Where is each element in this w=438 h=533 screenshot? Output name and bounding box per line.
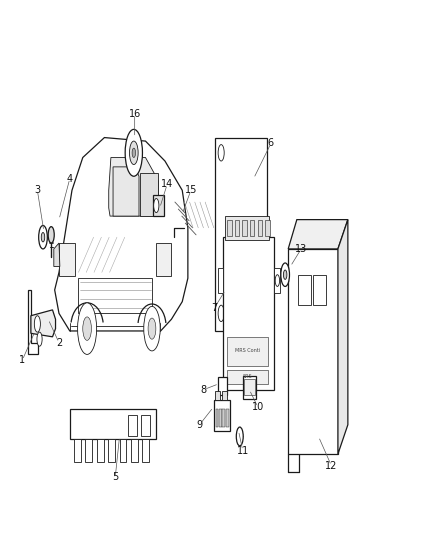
- Text: 14: 14: [161, 180, 173, 189]
- Bar: [227, 337, 268, 366]
- Bar: [250, 220, 254, 236]
- Polygon shape: [54, 243, 60, 266]
- Bar: [219, 409, 222, 427]
- Bar: [218, 268, 223, 294]
- Circle shape: [48, 227, 54, 243]
- Bar: [243, 376, 256, 399]
- Polygon shape: [288, 220, 348, 249]
- Bar: [215, 391, 220, 400]
- Bar: [120, 439, 127, 462]
- Bar: [59, 243, 75, 276]
- Circle shape: [39, 225, 47, 249]
- Bar: [70, 409, 156, 439]
- Bar: [235, 220, 239, 236]
- Bar: [85, 439, 92, 462]
- Text: 12: 12: [325, 461, 338, 471]
- Circle shape: [78, 303, 97, 354]
- Circle shape: [283, 270, 287, 279]
- Circle shape: [83, 317, 92, 341]
- Bar: [288, 249, 338, 454]
- Text: 7: 7: [212, 303, 218, 312]
- Text: 13: 13: [295, 244, 307, 254]
- Circle shape: [218, 144, 224, 161]
- Polygon shape: [55, 138, 188, 331]
- Circle shape: [34, 316, 40, 332]
- Bar: [153, 195, 164, 216]
- Circle shape: [154, 198, 159, 213]
- Text: 10: 10: [252, 402, 264, 412]
- Text: 11: 11: [237, 446, 249, 456]
- Polygon shape: [78, 278, 152, 313]
- Bar: [142, 439, 149, 462]
- Bar: [226, 216, 269, 239]
- Bar: [218, 377, 227, 395]
- Polygon shape: [113, 167, 139, 216]
- Bar: [156, 243, 171, 276]
- Bar: [108, 439, 115, 462]
- Bar: [226, 409, 229, 427]
- Bar: [227, 220, 232, 236]
- Circle shape: [130, 141, 138, 165]
- Bar: [97, 439, 103, 462]
- Text: 15: 15: [185, 185, 197, 195]
- Bar: [141, 415, 150, 437]
- Text: SRS: SRS: [242, 374, 252, 379]
- Bar: [128, 415, 137, 437]
- Bar: [214, 400, 230, 431]
- Bar: [223, 237, 274, 390]
- Circle shape: [218, 305, 224, 321]
- Bar: [265, 220, 270, 236]
- Text: 2: 2: [56, 338, 62, 348]
- Bar: [227, 370, 268, 384]
- Circle shape: [41, 232, 45, 242]
- Circle shape: [236, 427, 243, 446]
- Bar: [74, 439, 81, 462]
- Text: 1: 1: [19, 356, 25, 365]
- Bar: [131, 439, 138, 462]
- Circle shape: [37, 332, 42, 346]
- Bar: [215, 409, 218, 427]
- Circle shape: [125, 130, 142, 176]
- Polygon shape: [140, 173, 159, 216]
- Circle shape: [275, 274, 279, 286]
- Bar: [243, 220, 247, 236]
- Text: MRS Conti: MRS Conti: [234, 349, 260, 353]
- Circle shape: [281, 263, 290, 286]
- Bar: [215, 138, 267, 331]
- Text: 9: 9: [197, 419, 203, 430]
- Bar: [313, 274, 326, 305]
- Text: 5: 5: [112, 472, 118, 482]
- Bar: [244, 379, 255, 395]
- Polygon shape: [338, 220, 348, 454]
- Bar: [274, 268, 280, 294]
- Bar: [222, 391, 227, 400]
- Text: 16: 16: [128, 109, 141, 119]
- Text: 8: 8: [201, 385, 207, 394]
- Bar: [223, 409, 225, 427]
- Text: 4: 4: [67, 174, 73, 183]
- Polygon shape: [28, 290, 38, 354]
- Bar: [298, 274, 311, 305]
- Text: 6: 6: [268, 139, 274, 148]
- Polygon shape: [109, 157, 159, 216]
- Bar: [258, 220, 262, 236]
- Circle shape: [132, 148, 135, 157]
- Polygon shape: [31, 310, 56, 337]
- Text: 3: 3: [34, 185, 40, 195]
- Circle shape: [148, 318, 156, 339]
- Circle shape: [144, 306, 160, 351]
